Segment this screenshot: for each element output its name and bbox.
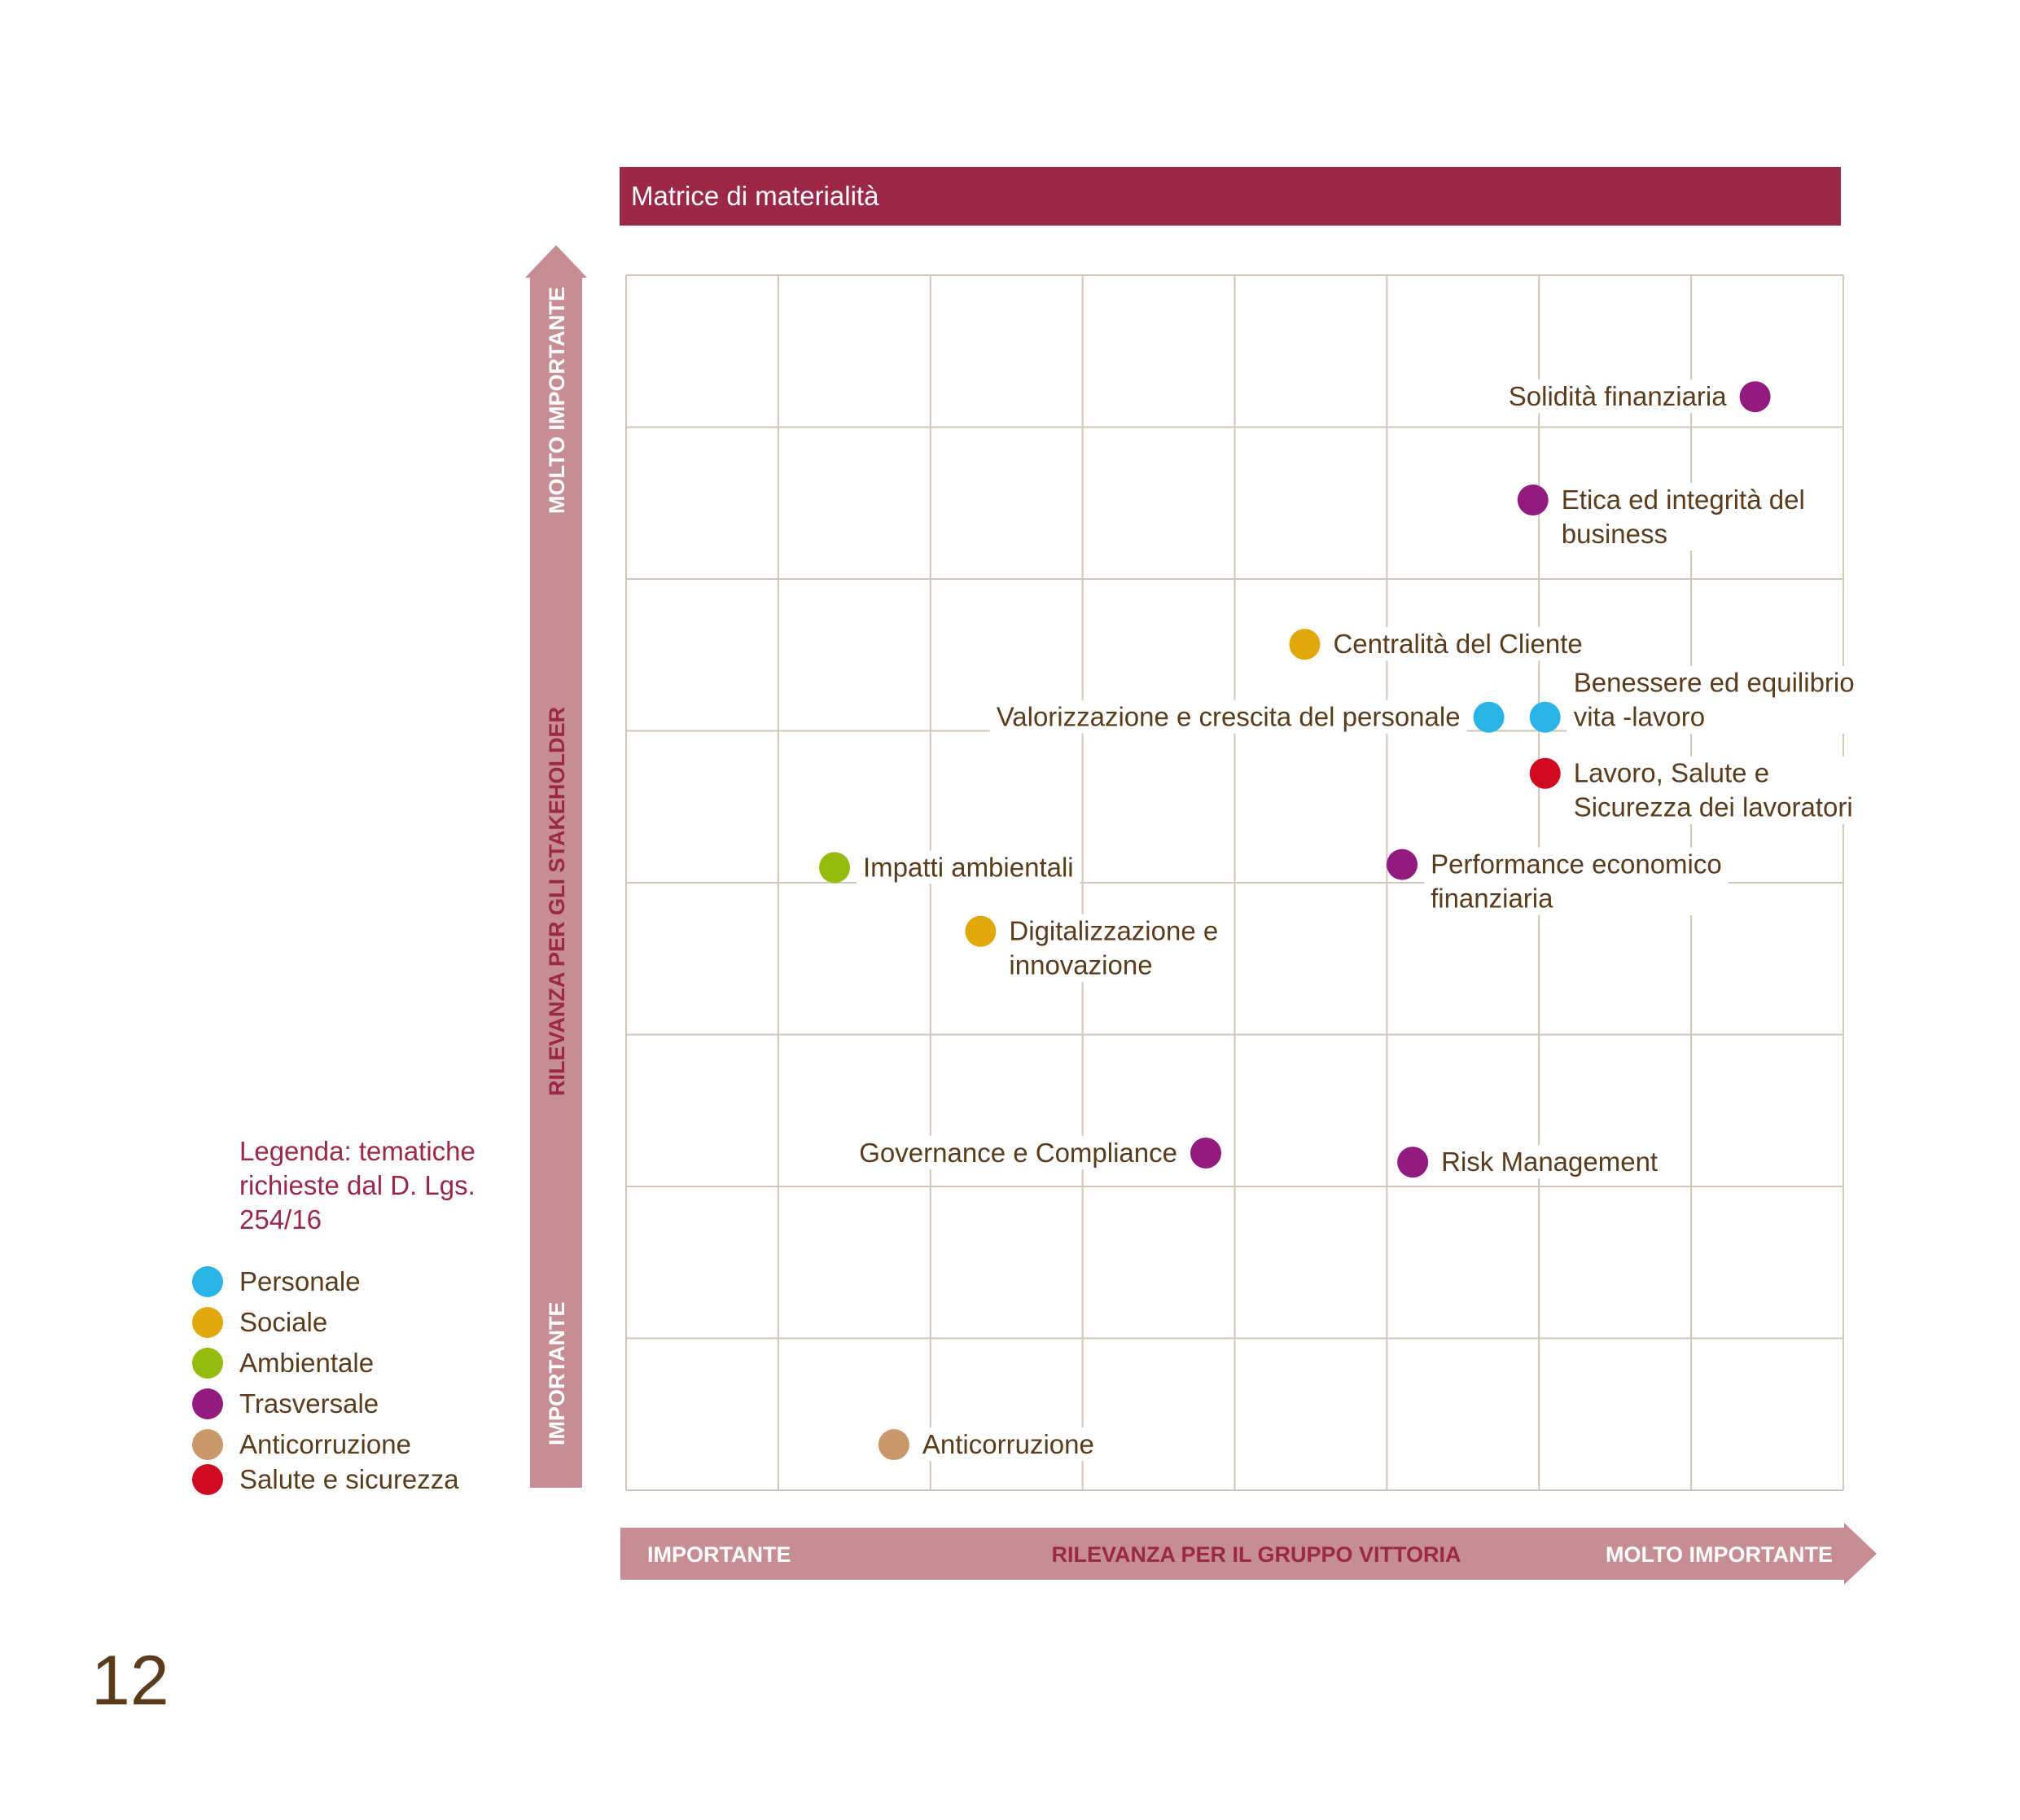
x-axis-arrow-body: [620, 1528, 1845, 1580]
point-label: Valorizzazione e crescita del personale: [997, 702, 1461, 732]
legend-label: Sociale: [239, 1307, 328, 1337]
legend-label: Personale: [239, 1266, 361, 1296]
legend-dot: [192, 1266, 223, 1297]
label-background: [852, 1135, 1184, 1169]
data-point: Benessere ed equilibrio vita -lavoro: [1529, 665, 1861, 734]
label-background: [1554, 483, 1812, 551]
label-background: [1424, 847, 1729, 915]
data-point: Solidità finanziaria: [1501, 379, 1771, 414]
y-axis-low-label: IMPORTANTE: [545, 1302, 569, 1446]
y-axis-arrow: IMPORTANTE RILEVANZA PER GLI STAKEHOLDER…: [525, 245, 587, 1488]
point-label: Governance e Compliance: [859, 1138, 1177, 1168]
data-point: Impatti ambientali: [819, 850, 1080, 884]
legend-label: Anticorruzione: [239, 1429, 411, 1459]
point-marker: [878, 1429, 909, 1461]
point-label: Anticorruzione: [922, 1429, 1094, 1459]
point-marker: [819, 852, 851, 884]
legend-dot: [192, 1429, 223, 1460]
label-background: [1435, 1145, 1665, 1179]
label-background: [989, 699, 1467, 734]
legend-dot: [192, 1388, 223, 1419]
point-label: Impatti ambientali: [863, 852, 1074, 882]
data-point: Centralità del Cliente: [1289, 627, 1589, 661]
y-axis-high-label: MOLTO IMPORTANTE: [545, 287, 569, 514]
y-axis-arrow-head: [525, 245, 587, 278]
legend-dot: [192, 1307, 223, 1338]
point-marker: [1190, 1137, 1221, 1169]
x-axis-arrow-head: [1844, 1523, 1877, 1585]
point-label: Benessere ed equilibrio vita -lavoro: [1574, 668, 1855, 732]
legend-label: Trasversale: [239, 1388, 379, 1419]
label-background: [1566, 756, 1860, 824]
point-label: Solidità finanziaria: [1509, 381, 1727, 411]
point-label: Lavoro, Salute e Sicurezza dei lavoratori: [1574, 758, 1853, 822]
point-marker: [1739, 381, 1771, 413]
y-axis-arrow-body: [530, 277, 582, 1488]
point-marker: [1289, 629, 1321, 660]
data-point: Risk Management: [1397, 1145, 1665, 1179]
point-marker: [1397, 1147, 1429, 1178]
label-background: [1002, 914, 1225, 982]
label-background: [1326, 627, 1589, 661]
legend-dot: [192, 1348, 223, 1379]
data-points: Solidità finanziaria Etica ed integrità d…: [819, 379, 1861, 1462]
point-marker: [965, 915, 997, 947]
label-background: [1501, 379, 1734, 414]
chart-title: Matrice di materialità: [631, 181, 879, 211]
point-label: Risk Management: [1441, 1147, 1658, 1177]
data-point: Lavoro, Salute e Sicurezza dei lavoratori: [1529, 756, 1860, 824]
data-point: Etica ed integrità del business: [1517, 483, 1812, 551]
point-label: Centralità del Cliente: [1333, 629, 1582, 659]
x-axis-high-label: MOLTO IMPORTANTE: [1606, 1542, 1833, 1567]
point-marker: [1473, 701, 1505, 733]
page-number: 12: [91, 1642, 169, 1720]
data-point: Digitalizzazione e innovazione: [965, 914, 1225, 982]
legend-label: Ambientale: [239, 1348, 375, 1378]
legend-label: Salute e sicurezza: [239, 1464, 459, 1494]
x-axis-arrow: IMPORTANTE RILEVANZA PER IL GRUPPO VITTO…: [620, 1523, 1877, 1585]
legend-title: Legenda: tematiche richieste dal D. Lgs.…: [239, 1136, 475, 1235]
y-axis-title: RILEVANZA PER GLI STAKEHOLDER: [545, 707, 569, 1096]
point-label: Etica ed integrità del business: [1562, 485, 1805, 549]
point-marker: [1529, 757, 1561, 789]
point-label: Digitalizzazione e innovazione: [1009, 916, 1218, 980]
data-point: Valorizzazione e crescita del personale: [989, 699, 1505, 734]
point-marker: [1387, 849, 1418, 880]
data-point: Governance e Compliance: [852, 1135, 1221, 1169]
label-background: [915, 1427, 1101, 1462]
chart-title-bar: Matrice di materialità: [620, 167, 1841, 226]
point-marker: [1517, 485, 1549, 516]
x-axis-title: RILEVANZA PER IL GRUPPO VITTORIA: [1051, 1542, 1461, 1567]
point-marker: [1529, 701, 1561, 733]
point-label: Performance economico finanziaria: [1431, 849, 1722, 914]
x-axis-low-label: IMPORTANTE: [647, 1542, 791, 1567]
data-point: Performance economico finanziaria: [1387, 847, 1729, 915]
legend-dot: [192, 1464, 223, 1495]
label-background: [1566, 665, 1861, 734]
label-background: [857, 850, 1080, 884]
data-point: Anticorruzione: [878, 1427, 1101, 1462]
